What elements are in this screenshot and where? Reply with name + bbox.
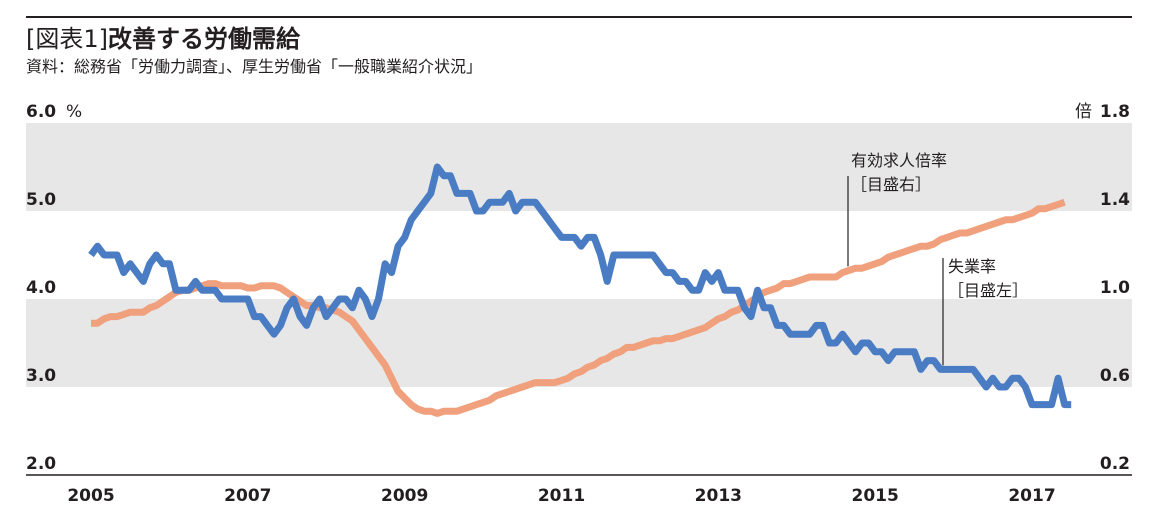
unemployment-label: 失業率 [948,257,996,276]
left-tick-label: 6.0 [26,102,56,122]
right-tick-label: 1.0 [1100,278,1130,298]
right-tick-label: 0.6 [1100,366,1130,386]
annotations: 有効求人倍率 ［目盛右］ 失業率 ［目盛左］ [847,151,1028,366]
x-tick-label: 2015 [852,486,899,506]
series-line-unemployment [88,163,1072,409]
x-tick-label: 2005 [67,486,114,506]
right-unit-label: 倍 [1075,102,1092,122]
left-unit-label: % [66,102,82,122]
x-tick-label: 2013 [695,486,742,506]
x-tick-label: 2009 [381,486,428,506]
series-group [88,163,1072,417]
series-line-jobs-ratio [91,198,1066,417]
x-tick-label: 2007 [224,486,271,506]
x-tick-label: 2011 [538,486,585,506]
left-tick-label: 3.0 [26,366,56,386]
jobs-ratio-scale-label: ［目盛右］ [851,175,931,194]
left-tick-label: 5.0 [26,190,56,210]
left-axis: 2.0 3.0 4.0 5.0 6.0% [26,102,82,474]
source-note: 資料：総務省「労働力調査」、厚生労働省「一般職業紹介状況」 [26,57,483,76]
jobs-ratio-label: 有効求人倍率 [851,151,947,170]
title-tag: [図表1] [26,25,108,53]
right-tick-label: 0.2 [1100,454,1130,474]
unemployment-scale-label: ［目盛左］ [948,281,1028,300]
top-rule [26,16,1132,18]
right-tick-label: 1.8 [1100,102,1130,122]
right-tick-label: 1.4 [1100,190,1130,210]
title-main: 改善する労働需給 [108,25,300,53]
x-tick-label: 2017 [1008,486,1055,506]
left-tick-label: 2.0 [26,454,56,474]
band-6 [26,123,1132,211]
x-axis: 2005 2007 2009 2011 2013 2015 2017 [67,486,1055,506]
left-tick-label: 4.0 [26,278,56,298]
right-axis: 0.2 0.6 1.0 1.4 1.8 倍 [1075,102,1130,474]
page-title: [図表1]改善する労働需給 [26,24,300,54]
